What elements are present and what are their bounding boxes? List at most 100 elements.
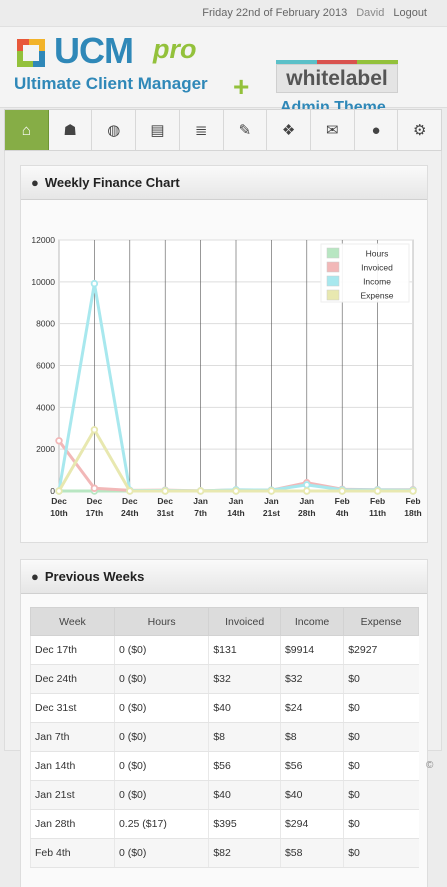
whitelabel-logo: whitelabel	[276, 64, 398, 93]
nav-finance[interactable]: ≣	[180, 110, 224, 150]
data-point-expense	[373, 487, 382, 495]
data-point-expense	[338, 487, 346, 495]
top-bar: Friday 22nd of February 2013 David Logou…	[0, 0, 447, 26]
y-tick-label: 12000	[31, 235, 55, 245]
piggybank-icon: ●	[31, 569, 39, 584]
x-tick-label: Dec	[87, 496, 103, 506]
table-row: Feb 4th 0 ($0) $82 $58 $0	[30, 838, 419, 868]
table-cell: $0	[343, 722, 419, 752]
table-cell: Jan 21st	[30, 780, 115, 810]
table-cell: Jan 28th	[30, 809, 115, 839]
x-tick-label: Jan	[299, 496, 314, 506]
table-cell: 0.25 ($17)	[113, 809, 209, 839]
nav-customers[interactable]: ☗	[49, 110, 93, 150]
finance-icon: ≣	[194, 122, 208, 139]
x-tick-label: 21st	[263, 508, 280, 518]
table-cell: Dec 31st	[30, 693, 115, 723]
nav-support[interactable]: ✎	[224, 110, 268, 150]
user-link[interactable]: David	[356, 7, 385, 19]
data-point-expense	[161, 487, 169, 495]
table-body: Dec 17th 0 ($0) $131 $9914 $2927 Dec 24th 0 ($…	[30, 635, 419, 868]
x-tick-label: Feb	[335, 496, 350, 506]
x-tick-label: 4th	[336, 508, 349, 518]
websites-icon: ◍	[107, 122, 121, 139]
logo-brand: UCM	[54, 30, 134, 71]
nav-piggybank[interactable]: ●	[355, 110, 399, 150]
y-tick-label: 4000	[36, 402, 55, 412]
logout-link[interactable]: Logout	[393, 7, 427, 19]
data-point-expense	[196, 487, 205, 495]
current-date: Friday 22nd of February 2013	[202, 7, 348, 19]
nav-home[interactable]: ⌂	[5, 110, 49, 150]
table-row: Jan 7th 0 ($0) $8 $8 $0	[30, 722, 419, 752]
y-tick-label: 2000	[36, 444, 55, 454]
column-header[interactable]: Invoiced	[208, 607, 281, 636]
table-cell: 0 ($0)	[113, 780, 209, 810]
dropbox-icon: ❖	[281, 122, 296, 139]
table-cell: $40	[208, 693, 281, 723]
column-header[interactable]: Hours	[113, 607, 210, 636]
data-point-expense	[409, 487, 417, 495]
nav-documents[interactable]: ▤	[136, 110, 180, 150]
column-header[interactable]: Expense	[343, 607, 419, 636]
data-point-expense	[90, 426, 99, 434]
table-cell: $56	[279, 751, 344, 781]
table-cell: $2927	[343, 635, 419, 665]
table-cell: $32	[279, 664, 344, 694]
y-tick-label: 10000	[31, 277, 55, 287]
x-tick-label: 14th	[227, 508, 244, 518]
column-header[interactable]: Income	[279, 607, 345, 636]
table-cell: Dec 24th	[30, 664, 115, 694]
previous-weeks-table: Week Hours Invoiced Income Expense Dec 17th 0…	[30, 607, 419, 868]
piggybank-icon: ●	[31, 175, 39, 190]
piggybank-icon: ●	[371, 121, 381, 139]
table-header-row: Week Hours Invoiced Income Expense	[30, 607, 419, 636]
nav-websites[interactable]: ◍	[92, 110, 137, 150]
legend-label: Income	[363, 277, 391, 287]
x-tick-label: Jan	[264, 496, 279, 506]
table-cell: $32	[208, 664, 281, 694]
table-cell: $8	[279, 722, 344, 752]
panel-header: ● Previous Weeks	[21, 560, 427, 594]
settings-icon: ⚙	[412, 122, 427, 139]
y-tick-label: 8000	[36, 319, 55, 329]
home-icon: ⌂	[21, 121, 31, 139]
legend-swatch	[326, 261, 340, 273]
table-cell: $8	[208, 722, 281, 752]
nav-dropbox[interactable]: ❖	[267, 110, 311, 150]
x-tick-label: 28th	[298, 508, 315, 518]
y-tick-label: 6000	[36, 361, 55, 371]
column-header[interactable]: Week	[30, 607, 115, 636]
table-cell: $0	[343, 809, 419, 839]
content-area: ● Weekly Finance Chart 0 2000 4000 6000 8000…	[4, 151, 442, 887]
table-cell: $40	[208, 780, 281, 810]
x-tick-label: Jan	[193, 496, 208, 506]
whitelabel-stripes	[276, 60, 399, 64]
panel-header: ● Weekly Finance Chart	[21, 166, 427, 200]
logo-brand-suffix: pro	[153, 34, 197, 64]
copyright-text: ©	[426, 760, 434, 771]
data-point-expense	[267, 487, 276, 495]
x-tick-label: 24th	[121, 508, 138, 518]
table-cell: Jan 7th	[30, 722, 115, 752]
weekly-finance-panel: ● Weekly Finance Chart 0 2000 4000 6000 8000…	[20, 165, 428, 543]
legend-swatch	[326, 247, 340, 259]
table-cell: $82	[208, 838, 281, 868]
main-nav: ⌂ ☗ ◍ ▤ ≣ ✎ ❖ ✉ ● ⚙	[4, 109, 442, 151]
data-point-expense	[303, 487, 311, 495]
x-tick-label: 10th	[50, 508, 67, 518]
table-cell: $395	[208, 809, 281, 839]
data-point-income	[90, 279, 99, 288]
nav-email[interactable]: ✉	[311, 110, 355, 150]
x-tick-label: Dec	[122, 496, 138, 506]
legend-swatch	[326, 289, 340, 301]
x-tick-label: Feb	[405, 496, 420, 506]
nav-settings[interactable]: ⚙	[398, 110, 441, 150]
data-point-expense	[55, 487, 63, 495]
data-point-invoiced	[90, 484, 99, 492]
table-cell: 0 ($0)	[113, 838, 209, 868]
panel-title: Previous Weeks	[44, 569, 145, 584]
table-row: Dec 17th 0 ($0) $131 $9914 $2927	[30, 635, 419, 665]
data-point-expense	[232, 487, 240, 495]
table-cell: 0 ($0)	[113, 693, 209, 723]
